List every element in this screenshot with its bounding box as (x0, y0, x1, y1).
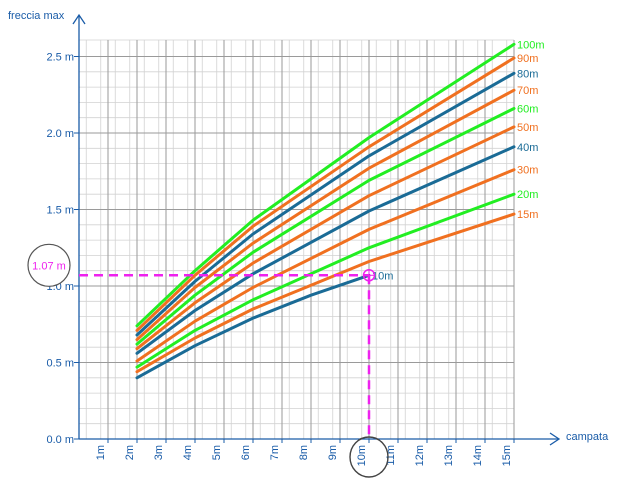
series-label: 80m (517, 68, 538, 80)
x-tick-label: 2m (124, 445, 136, 460)
x-tick-label: 9m (327, 445, 339, 460)
x-value-callout-circle (349, 436, 389, 478)
x-tick-label: 4m (182, 445, 194, 460)
y-tick-label: 0.5 m (46, 358, 74, 370)
x-tick-label: 12m (414, 445, 426, 466)
series-label: 10m (372, 270, 393, 282)
y-tick-label: 2.5 m (46, 52, 74, 64)
series-line (135, 56, 516, 332)
x-axis-label: campata (566, 431, 609, 443)
x-tick-label: 14m (472, 445, 484, 466)
y-value-callout-circle (27, 243, 71, 287)
series-label: 100m (517, 39, 545, 51)
series-lines (135, 42, 516, 380)
y-value-callout-label: 1.07 m (32, 260, 66, 272)
y-axis-label: freccia max (8, 10, 65, 22)
series-label: 20m (517, 189, 538, 201)
series-line (135, 168, 516, 363)
x-axis-arrow (549, 432, 561, 446)
series-label: 50m (517, 122, 538, 134)
guide-lines: 1.07 m (27, 243, 389, 478)
x-tick-label: 3m (153, 445, 165, 460)
series-labels: 100m 90m 80m 70m 60m 50m 40m 30m 20m 15m 10m (372, 39, 545, 282)
x-tick-label: 6m (240, 445, 252, 460)
y-tick-label: 2.0 m (46, 128, 74, 140)
series-label: 40m (517, 142, 538, 154)
series-line (135, 125, 516, 351)
x-tick-label: 15m (501, 445, 513, 466)
series-line (135, 107, 516, 346)
series-line (135, 212, 516, 374)
series-label: 90m (517, 53, 538, 65)
series-line (135, 42, 516, 328)
x-tick-label: 8m (298, 445, 310, 460)
series-line (135, 71, 516, 337)
y-tick-label: 0.0 m (46, 434, 74, 446)
series-line (135, 273, 371, 380)
y-tick-label: 1.5 m (46, 205, 74, 217)
x-tick-label: 7m (269, 445, 281, 460)
reference-point-marker (362, 269, 376, 282)
y-axis-arrow (72, 13, 86, 25)
x-tick-label: 1m (95, 445, 107, 460)
series-line (135, 192, 516, 369)
series-label: 60m (517, 104, 538, 116)
series-line (135, 88, 516, 342)
series-label: 15m (517, 209, 538, 221)
x-tick-label: 13m (443, 445, 455, 466)
series-label: 70m (517, 85, 538, 97)
ticks: 0.0 m0.5 m1.0 m1.5 m2.0 m2.5 m1m 2m 3m 4m 5m… (46, 52, 515, 466)
series-line (135, 145, 516, 355)
axes (72, 13, 561, 446)
x-tick-label: 5m (211, 445, 223, 460)
series-label: 30m (517, 165, 538, 177)
x-tick-label: 10m (356, 445, 368, 466)
